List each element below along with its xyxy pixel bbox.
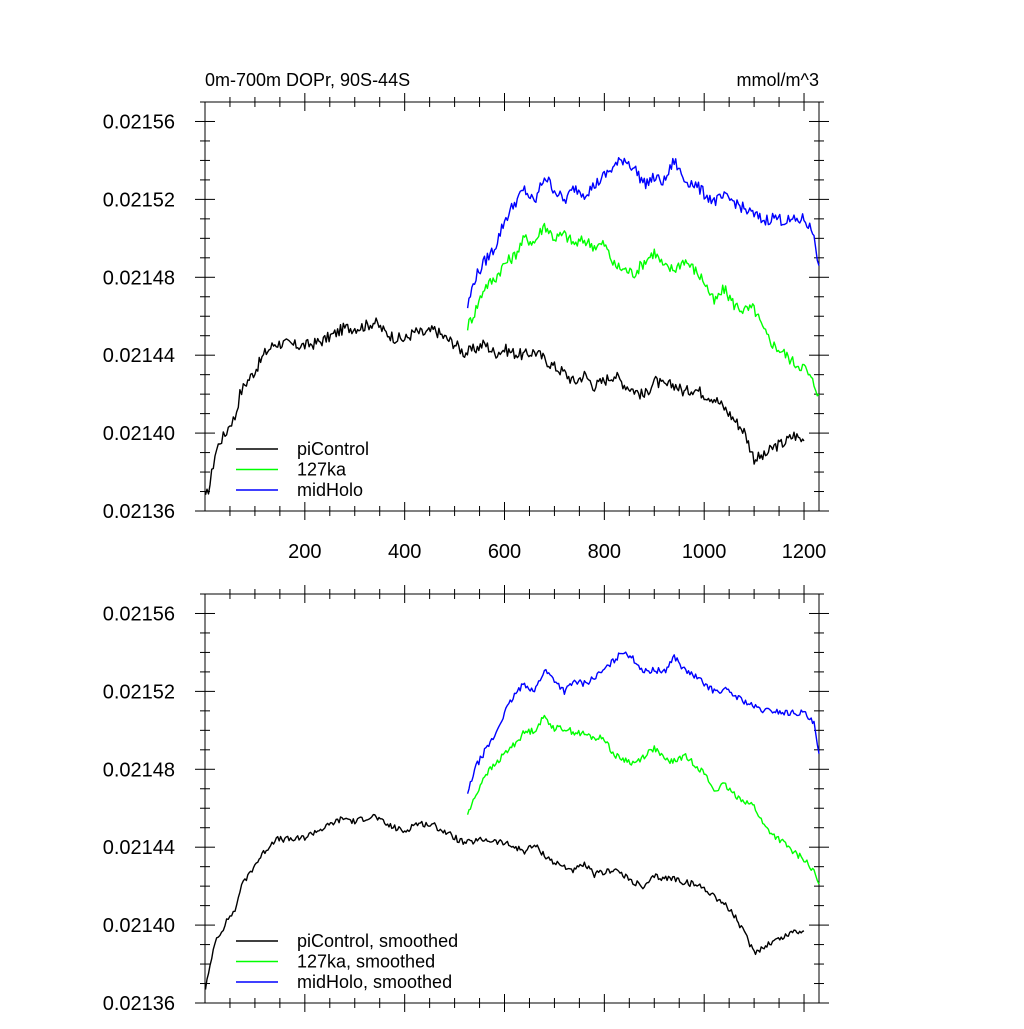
x-tick-label: 200	[288, 541, 321, 563]
bottom-panel: 0.02136 0.02140 0.02144 0.02148 0.02152 0.021…	[103, 585, 829, 1015]
bottom-plot-frame	[204, 593, 820, 1004]
y-tick-label: 0.02136	[103, 993, 175, 1015]
top-panel-title-right: mmol/m^3	[737, 70, 819, 90]
legend-label: piControl	[297, 439, 369, 459]
x-tick-label: 800	[588, 541, 621, 563]
top-panel-title-left: 0m-700m DOPr, 90S-44S	[205, 70, 410, 90]
x-tick-label: 1000	[682, 541, 727, 563]
series-line-127ka	[466, 714, 820, 885]
bottom-series-lines	[204, 651, 820, 990]
y-tick-label: 0.02136	[103, 501, 175, 523]
y-tick-label: 0.02156	[103, 111, 175, 133]
y-tick-label: 0.02148	[103, 267, 175, 289]
y-tick-label: 0.02156	[103, 603, 175, 625]
legend-label: 127ka	[297, 460, 347, 480]
series-line-midholo	[466, 651, 820, 794]
top-panel: 0m-700m DOPr, 90S-44S mmol/m^3 200 400 600…	[103, 70, 829, 563]
y-tick-label: 0.02140	[103, 423, 175, 445]
top-plot-frame	[204, 101, 820, 512]
y-tick-label: 0.02144	[103, 837, 175, 859]
series-line-picontrol	[204, 317, 805, 495]
y-tick-label: 0.02144	[103, 345, 175, 367]
y-tick-label: 0.02152	[103, 681, 175, 703]
series-line-127ka	[466, 222, 820, 397]
x-tick-label: 400	[388, 541, 421, 563]
legend-label: 127ka, smoothed	[297, 952, 435, 972]
legend-label: piControl, smoothed	[297, 931, 458, 951]
y-tick-label: 0.02140	[103, 915, 175, 937]
series-line-picontrol	[204, 813, 805, 990]
x-tick-label: 600	[488, 541, 521, 563]
bottom-axis-ticks: 0.02136 0.02140 0.02144 0.02148 0.02152 0.021…	[103, 585, 829, 1015]
y-tick-label: 0.02152	[103, 189, 175, 211]
legend-label: midHolo	[297, 480, 363, 500]
y-tick-label: 0.02148	[103, 759, 175, 781]
series-line-midholo	[466, 157, 820, 309]
top-axis-ticks: 200 400 600 800 1000 1200 0.02136 0.02140 0.0214…	[103, 93, 829, 563]
x-tick-label: 1200	[782, 541, 827, 563]
legend-label: midHolo, smoothed	[297, 972, 452, 992]
top-series-lines	[204, 157, 820, 495]
